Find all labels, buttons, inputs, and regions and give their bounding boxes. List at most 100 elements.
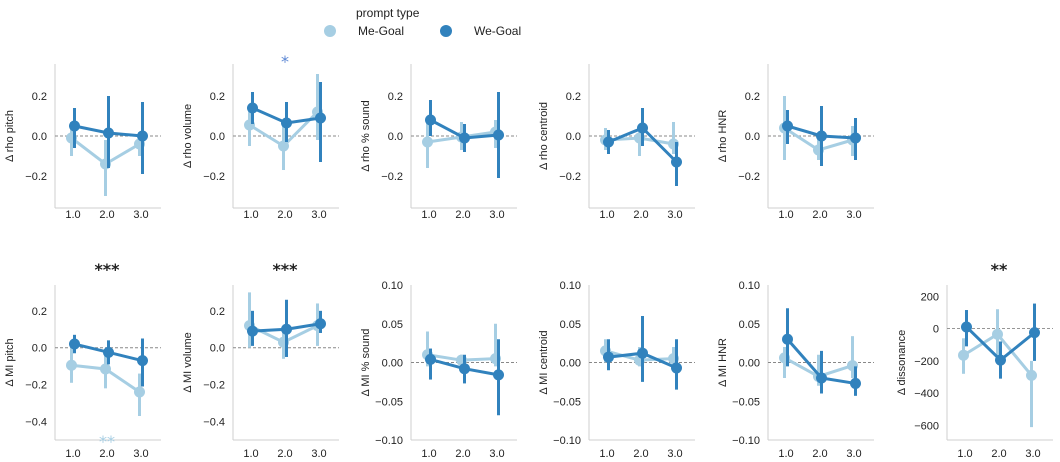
- x-tick-label: 3.0: [489, 209, 504, 221]
- x-tick-label: 2.0: [99, 209, 114, 221]
- y-tick-label: 0.10: [560, 280, 581, 292]
- data-point: [958, 349, 969, 361]
- x-tick-label: 2.0: [633, 448, 648, 460]
- legend-entry-we-goal: We-Goal: [440, 24, 521, 38]
- y-axis-label: Δ MI % sound: [360, 329, 372, 397]
- y-tick-label: 0.00: [382, 358, 403, 370]
- significance-annotation: *: [281, 52, 289, 71]
- data-point: [459, 363, 470, 375]
- series-me-goal: [422, 120, 501, 168]
- y-tick-label: 0.2: [566, 91, 581, 103]
- chart-panel-5: 0.2 0.0 −0.2 1.0 2.0 3.0 Δ rho HNR: [717, 64, 874, 221]
- data-point: [69, 120, 80, 132]
- x-tick-label: 1.0: [778, 448, 793, 460]
- x-tick-label: 1.0: [65, 209, 80, 221]
- y-tick-label: 0.2: [32, 91, 47, 103]
- data-point: [281, 117, 292, 129]
- y-tick-label: 0.0: [566, 131, 581, 143]
- data-point: [134, 386, 145, 398]
- series-we-goal: [425, 339, 504, 416]
- x-tick-label: 3.0: [667, 448, 682, 460]
- x-tick-label: 1.0: [599, 209, 614, 221]
- series-we-goal: [425, 92, 504, 178]
- significance-annotation: ***: [272, 260, 298, 279]
- x-tick-label: 1.0: [599, 448, 614, 460]
- legend: prompt type Me-Goal We-Goal: [320, 4, 540, 44]
- x-tick-label: 1.0: [778, 209, 793, 221]
- legend-title: prompt type: [356, 6, 420, 20]
- y-tick-label: −0.2: [203, 380, 225, 392]
- series-we-goal: [247, 299, 326, 357]
- y-tick-label: 0.0: [210, 131, 225, 143]
- y-tick-label: 0.10: [382, 280, 403, 292]
- data-point: [637, 347, 648, 359]
- x-tick-label: 1.0: [421, 209, 436, 221]
- legend-entry-me-goal: Me-Goal: [324, 24, 404, 38]
- x-tick-label: 2.0: [99, 448, 114, 460]
- x-tick-label: 2.0: [455, 448, 470, 460]
- x-tick-label: 3.0: [846, 209, 861, 221]
- y-tick-label: 0.2: [32, 306, 47, 318]
- series-we-goal: [961, 303, 1040, 379]
- data-point: [315, 318, 326, 330]
- y-axis-label: Δ rho pitch: [4, 110, 16, 162]
- y-tick-label: −0.2: [559, 171, 581, 183]
- data-point: [137, 355, 148, 367]
- y-tick-label: −0.2: [738, 171, 760, 183]
- series-we-goal: [69, 334, 148, 387]
- series-we-goal: [69, 96, 148, 174]
- significance-annotation: ***: [94, 260, 120, 279]
- x-tick-label: 2.0: [455, 209, 470, 221]
- x-tick-label: 2.0: [277, 209, 292, 221]
- data-point: [247, 325, 258, 337]
- series-we-goal: [603, 108, 682, 186]
- chart-panel-6: 0.20.0−0.2−0.41.0 2.0 3.0Δ MI pitch*****: [4, 260, 161, 460]
- series-me-goal: [958, 309, 1037, 428]
- x-tick-label: 1.0: [243, 448, 258, 460]
- x-tick-label: 3.0: [667, 209, 682, 221]
- y-tick-label: 0.0: [388, 131, 403, 143]
- data-point: [637, 122, 648, 134]
- y-tick-label: 0.0: [210, 343, 225, 355]
- x-tick-label: 3.0: [133, 209, 148, 221]
- data-point: [816, 372, 827, 384]
- y-tick-label: −0.05: [375, 396, 403, 408]
- data-point: [782, 333, 793, 345]
- data-point: [603, 351, 614, 363]
- chart-panel-9: 0.10 0.05 0.00 −0.05 −0.10 1.0 2.0 3.0 Δ MI cent…: [538, 280, 695, 460]
- y-axis-label: Δ MI volume: [182, 332, 194, 393]
- x-tick-label: 1.0: [957, 448, 972, 460]
- x-tick-label: 3.0: [846, 448, 861, 460]
- data-point: [1026, 369, 1037, 381]
- chart-panel-3: 0.2 0.0 −0.2 1.0 2.0 3.0 Δ rho % sound: [360, 64, 517, 221]
- y-axis-label: Δ rho HNR: [717, 110, 729, 163]
- chart-panel-10: 0.10 0.05 0.00 −0.05 −0.10 1.0 2.0 3.0 Δ MI HNR: [717, 280, 874, 460]
- y-axis-label: Δ MI HNR: [717, 338, 729, 387]
- series-we-goal: [603, 316, 682, 390]
- data-point: [315, 112, 326, 124]
- y-tick-label: 0.10: [739, 280, 760, 292]
- y-axis-label: Δ rho volume: [182, 104, 194, 168]
- x-tick-label: 3.0: [489, 448, 504, 460]
- y-tick-label: −0.2: [25, 171, 47, 183]
- y-tick-label: 0.2: [210, 91, 225, 103]
- y-tick-label: 0.0: [32, 131, 47, 143]
- y-tick-label: −0.2: [203, 171, 225, 183]
- chart-panel-7: 0.2 0.0 −0.2 −0.4 1.0 2.0 3.0 Δ MI volume ***: [182, 260, 339, 460]
- y-tick-label: −0.05: [553, 396, 581, 408]
- y-axis-label: Δ rho centroid: [538, 102, 550, 170]
- y-axis-label: Δ rho % sound: [360, 100, 372, 172]
- y-tick-label: 0.2: [745, 91, 760, 103]
- y-tick-label: 0.00: [560, 358, 581, 370]
- y-tick-label: 0: [933, 324, 939, 336]
- data-point: [69, 338, 80, 350]
- data-point: [671, 156, 682, 168]
- legend-label-me-goal: Me-Goal: [358, 24, 405, 38]
- series-we-goal: [782, 106, 861, 166]
- data-point: [422, 136, 433, 148]
- series-we-goal: [247, 82, 326, 162]
- data-point: [961, 321, 972, 333]
- y-tick-label: −0.2: [25, 380, 47, 392]
- x-tick-label: 2.0: [633, 209, 648, 221]
- data-point: [103, 127, 114, 139]
